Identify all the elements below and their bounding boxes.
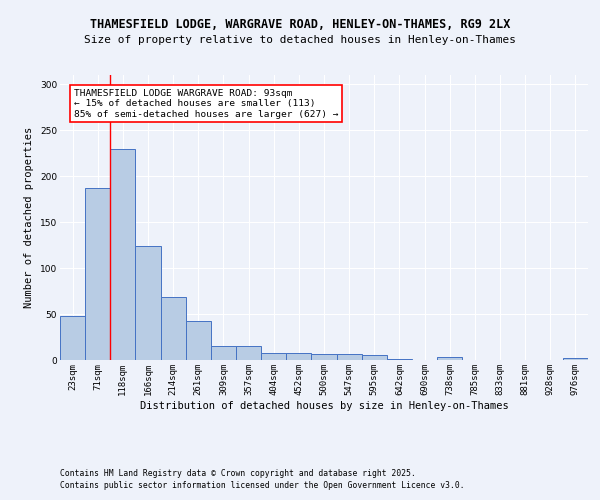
Text: THAMESFIELD LODGE, WARGRAVE ROAD, HENLEY-ON-THAMES, RG9 2LX: THAMESFIELD LODGE, WARGRAVE ROAD, HENLEY… xyxy=(90,18,510,30)
Bar xyxy=(60,316,85,360)
Bar xyxy=(437,357,462,360)
Bar xyxy=(161,298,186,360)
Y-axis label: Number of detached properties: Number of detached properties xyxy=(25,127,34,308)
Bar xyxy=(110,148,136,360)
Bar xyxy=(261,352,286,360)
Text: Contains HM Land Registry data © Crown copyright and database right 2025.: Contains HM Land Registry data © Crown c… xyxy=(60,468,416,477)
Bar xyxy=(211,346,236,360)
Bar xyxy=(236,346,261,360)
Bar xyxy=(311,354,337,360)
Bar xyxy=(387,359,412,360)
Text: Size of property relative to detached houses in Henley-on-Thames: Size of property relative to detached ho… xyxy=(84,35,516,45)
Bar xyxy=(186,322,211,360)
Bar xyxy=(337,354,362,360)
Bar xyxy=(286,352,311,360)
X-axis label: Distribution of detached houses by size in Henley-on-Thames: Distribution of detached houses by size … xyxy=(140,400,508,410)
Text: Contains public sector information licensed under the Open Government Licence v3: Contains public sector information licen… xyxy=(60,481,464,490)
Bar xyxy=(85,188,110,360)
Bar xyxy=(136,246,161,360)
Bar xyxy=(563,358,588,360)
Bar xyxy=(362,356,387,360)
Text: THAMESFIELD LODGE WARGRAVE ROAD: 93sqm
← 15% of detached houses are smaller (113: THAMESFIELD LODGE WARGRAVE ROAD: 93sqm ←… xyxy=(74,89,338,118)
